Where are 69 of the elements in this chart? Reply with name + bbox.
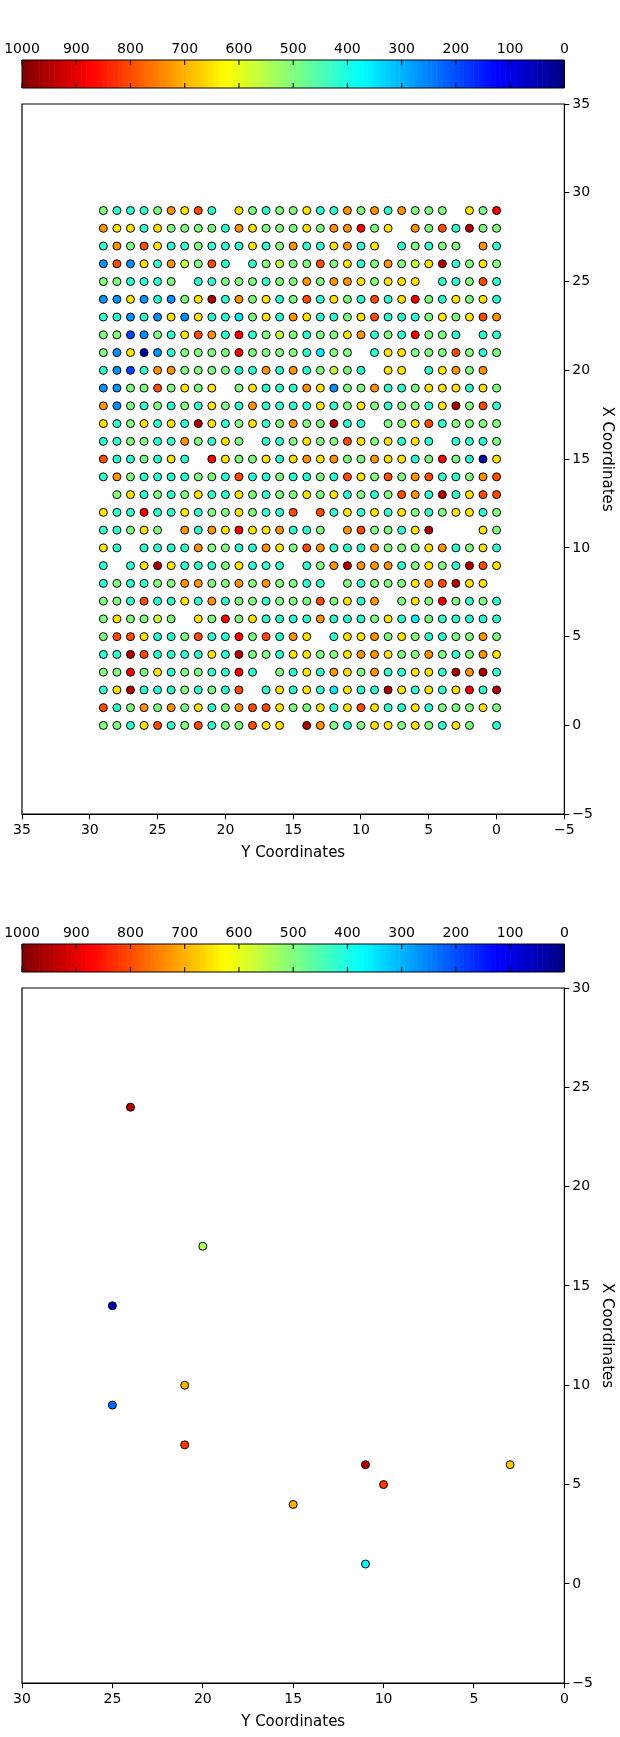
y-tick-label: 25 — [572, 272, 591, 289]
y-tick-label: −5 — [572, 804, 593, 821]
y-tick-label: 5 — [572, 1475, 582, 1492]
x-tick-label: 0 — [559, 1690, 569, 1707]
x-tick-label: 20 — [193, 1690, 212, 1707]
y-tick-label: 25 — [572, 1077, 591, 1094]
y-tick-label: 35 — [572, 94, 591, 111]
point — [288, 1499, 298, 1509]
color-bar-label: 500 — [279, 39, 307, 56]
x-tick-label: 25 — [103, 1690, 122, 1707]
y-tick-label: 5 — [572, 627, 582, 644]
x-tick-label: 15 — [284, 1690, 303, 1707]
color-bar-label: 600 — [225, 39, 253, 56]
x-tick-label: 30 — [80, 821, 99, 838]
point — [379, 1480, 389, 1490]
color-bar-label: 400 — [334, 923, 361, 940]
y-tick-label: 20 — [572, 1177, 591, 1194]
point — [198, 1241, 208, 1251]
color-bar-label: 800 — [117, 39, 144, 56]
color-bar-label: 100 — [496, 39, 524, 56]
color-bar-label: 700 — [171, 39, 199, 56]
color-bar-label: 500 — [279, 923, 307, 940]
y-tick-label: 15 — [572, 1276, 591, 1293]
x-tick-label: 30 — [13, 1690, 31, 1707]
y-tick-label: 30 — [572, 978, 591, 995]
y-tick-label: 0 — [572, 1574, 582, 1591]
point — [180, 1380, 190, 1390]
y-tick-label: 10 — [572, 1375, 591, 1392]
point — [505, 1460, 515, 1470]
x-tick-label: 5 — [424, 821, 434, 838]
x-tick-label: 10 — [374, 1690, 393, 1707]
point — [361, 1460, 370, 1470]
color-bar-label: 900 — [62, 923, 90, 940]
x-tick-label: 35 — [13, 821, 31, 838]
x-tick-label: 20 — [216, 821, 235, 838]
x-tick-label: 15 — [284, 821, 303, 838]
color-bar-label: 1000 — [4, 923, 40, 940]
point — [180, 1440, 190, 1450]
color-bar-label: 600 — [225, 923, 253, 940]
y-tick-label: 30 — [572, 183, 591, 200]
color-bar-label: 300 — [388, 39, 416, 56]
x-axis-title: Y Coordinates — [240, 842, 346, 861]
point — [361, 1559, 370, 1569]
x-tick-label: 10 — [352, 821, 370, 838]
y-tick-label: 15 — [572, 449, 591, 466]
color-bar-label: 1000 — [4, 39, 40, 56]
y-tick-label: 20 — [572, 360, 591, 377]
point — [125, 1102, 135, 1112]
y-tick-label: −5 — [572, 1673, 593, 1690]
point — [107, 1400, 117, 1410]
color-bar-label: 400 — [334, 39, 361, 56]
color-bar-label: 200 — [442, 39, 470, 56]
y-axis-title: X Coordinates — [599, 1283, 618, 1389]
color-bar-label: 0 — [559, 923, 569, 940]
x-axis-title: Y Coordinates — [240, 1711, 346, 1730]
color-bar-label: 800 — [117, 923, 144, 940]
color-bar-label: 700 — [171, 923, 199, 940]
y-tick-label: 10 — [572, 538, 591, 555]
point — [107, 1301, 117, 1311]
color-bar-label: 200 — [442, 923, 470, 940]
x-tick-label: 0 — [492, 821, 502, 838]
color-bar-label: 0 — [559, 39, 569, 56]
x-tick-label: 25 — [148, 821, 167, 838]
x-tick-label: 5 — [469, 1690, 479, 1707]
color-bar-label: 900 — [62, 39, 90, 56]
y-tick-label: 0 — [572, 716, 582, 733]
y-axis-title: X Coordinates — [599, 406, 618, 512]
color-bar-label: 100 — [496, 923, 524, 940]
color-bar-label: 300 — [388, 923, 416, 940]
